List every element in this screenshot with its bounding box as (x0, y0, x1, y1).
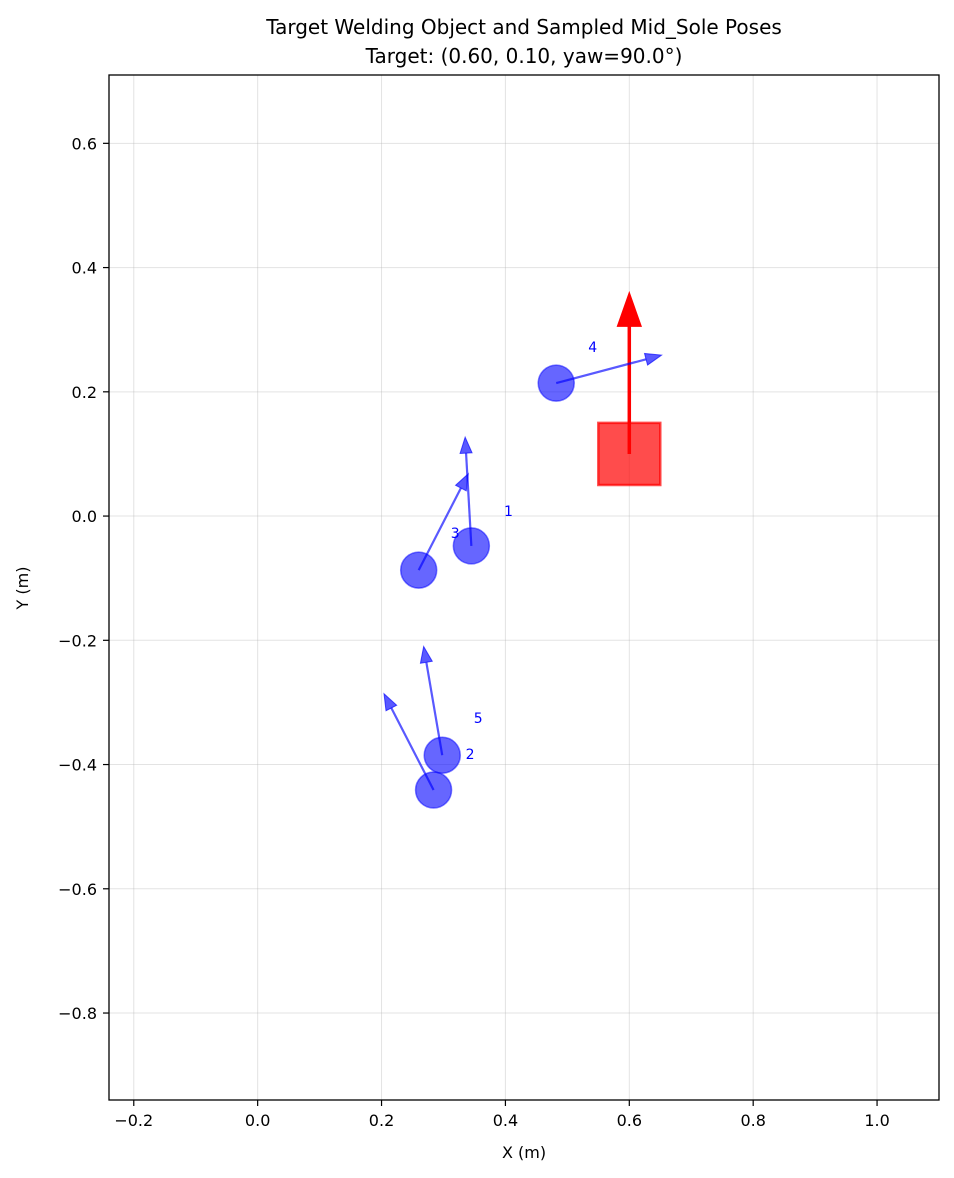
x-tick-label: 0.0 (245, 1111, 270, 1130)
x-tick-label: 0.4 (493, 1111, 518, 1130)
x-axis-ticks: −0.2 0.0 0.2 0.4 0.6 0.8 1.0 (114, 1100, 890, 1130)
x-tick-label: 0.2 (369, 1111, 394, 1130)
pose-arrow-3-shaft (417, 487, 462, 571)
y-tick-label: −0.4 (58, 756, 97, 775)
chart-title: Target Welding Object and Sampled Mid_So… (265, 15, 782, 39)
y-axis-label: Y (m) (13, 567, 32, 611)
pose-label-4: 4 (588, 340, 597, 356)
pose-label-1: 1 (504, 504, 513, 520)
pose-arrow-4-shaft (555, 358, 647, 385)
plot-frame (108, 74, 940, 1101)
y-tick-label: 0.2 (72, 383, 97, 402)
x-tick-label: −0.2 (114, 1111, 153, 1130)
y-tick-label: −0.6 (58, 880, 97, 899)
pose-arrow-4 (555, 352, 663, 385)
y-axis-ticks: 0.6 0.4 0.2 0.0 −0.2 −0.4 −0.6 −0.8 (58, 134, 109, 1023)
pose-arrow-1-head (459, 435, 473, 455)
pose-arrow-2-shaft (425, 662, 444, 756)
pose-arrow-2 (419, 645, 444, 756)
pose-arrow-1 (459, 435, 473, 546)
y-tick-label: 0.6 (72, 134, 97, 153)
pose-arrow-1-shaft (464, 453, 473, 546)
pose-arrow-3 (417, 472, 469, 571)
pose-arrow-5-shaft (390, 707, 435, 791)
pose-label-5: 5 (474, 711, 483, 727)
target-arrow (616, 290, 643, 454)
grid (109, 75, 939, 1100)
y-tick-label: 0.0 (72, 507, 97, 526)
target-arrow-head (616, 290, 643, 327)
x-tick-label: 1.0 (864, 1111, 889, 1130)
x-tick-label: 0.8 (740, 1111, 765, 1130)
y-tick-label: 0.4 (72, 259, 97, 278)
plot-area (109, 75, 939, 1100)
pose-arrow-2-head (419, 645, 434, 664)
pose-label-3: 3 (451, 526, 460, 542)
pose-arrow-5 (383, 692, 435, 791)
x-tick-label: 0.6 (617, 1111, 642, 1130)
pose-arrow-5-head (383, 692, 398, 712)
x-axis-label: X (m) (502, 1143, 546, 1162)
pose-arrow-3-head (454, 472, 469, 492)
pose-arrow-4-head (643, 352, 663, 366)
chart-subtitle: Target: (0.60, 0.10, yaw=90.0°) (365, 44, 683, 68)
plot-marks: 1 2 3 4 5 (383, 290, 663, 809)
y-tick-label: −0.2 (58, 631, 97, 650)
y-tick-label: −0.8 (58, 1004, 97, 1023)
pose-label-2: 2 (466, 747, 475, 763)
